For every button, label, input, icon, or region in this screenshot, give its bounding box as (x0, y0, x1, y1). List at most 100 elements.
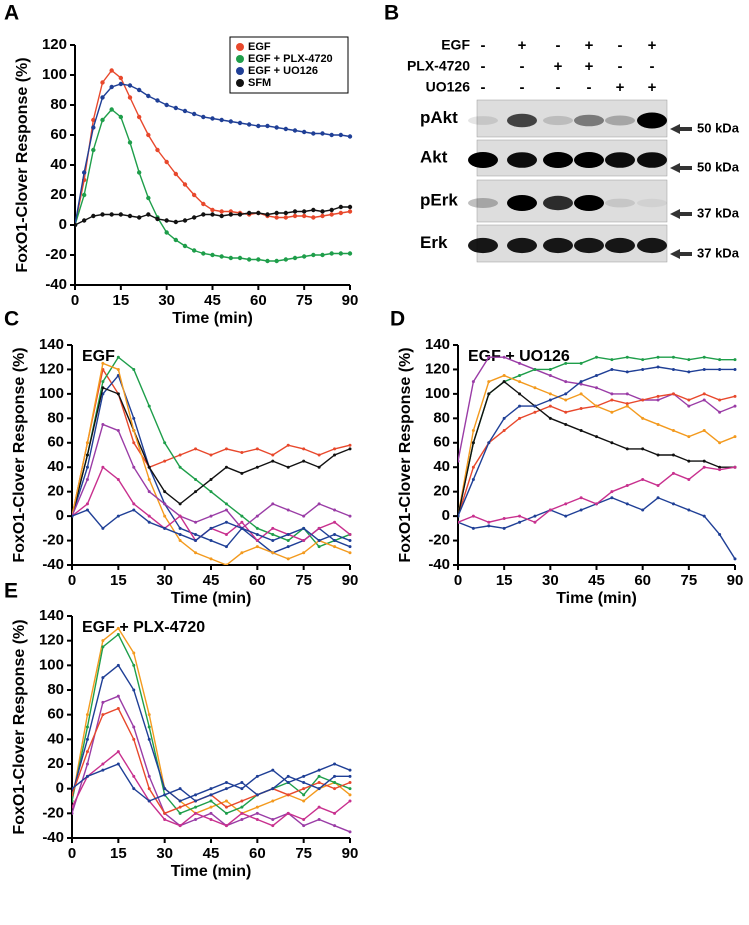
point (348, 532, 352, 536)
point (283, 210, 289, 216)
point (518, 404, 522, 408)
point (163, 526, 167, 530)
point (317, 805, 321, 809)
point (85, 508, 89, 512)
point (240, 451, 244, 455)
point (502, 429, 506, 433)
point (173, 105, 179, 111)
sign: - (556, 79, 561, 96)
point (518, 374, 522, 378)
point (338, 210, 344, 216)
point (311, 207, 316, 213)
point (85, 453, 89, 457)
legend-swatch (236, 55, 244, 63)
point (163, 787, 167, 791)
point (163, 514, 167, 518)
point (85, 465, 89, 469)
point (100, 212, 105, 217)
point (118, 75, 124, 81)
point (240, 471, 244, 475)
point (302, 526, 306, 530)
point (641, 508, 645, 512)
treatment-label: EGF (441, 37, 470, 53)
point (518, 361, 522, 365)
point (85, 762, 89, 766)
point (274, 210, 279, 216)
point (224, 520, 228, 524)
point (292, 213, 298, 219)
point (209, 787, 213, 791)
point (72, 811, 74, 815)
point (718, 468, 722, 472)
point (656, 422, 660, 426)
point (240, 520, 244, 524)
point (271, 526, 275, 530)
point (85, 725, 89, 729)
chart-title: EGF + PLX-4720 (82, 619, 205, 636)
point (164, 230, 169, 235)
point (147, 490, 151, 494)
point (132, 416, 136, 420)
marker-label: 50 kDa (697, 120, 740, 135)
y-tick-label: 0 (59, 216, 67, 233)
x-tick-label: 45 (588, 572, 605, 589)
y-tick-label: 20 (50, 186, 67, 203)
point (625, 502, 629, 506)
point (201, 114, 206, 120)
sign: - (481, 37, 486, 54)
sign: + (648, 79, 657, 96)
point (81, 170, 87, 175)
series-line (75, 69, 351, 226)
point (194, 818, 198, 821)
y-tick-label: 100 (42, 66, 67, 83)
point (163, 490, 167, 494)
point (671, 429, 675, 433)
band (468, 198, 498, 208)
point (518, 416, 522, 420)
y-tick-label: 120 (42, 36, 67, 53)
point (191, 111, 197, 117)
point (302, 447, 306, 451)
y-tick-label: 60 (47, 706, 64, 723)
point (265, 212, 270, 217)
point (209, 557, 213, 561)
point (487, 380, 491, 384)
point (240, 514, 244, 518)
point (132, 651, 136, 655)
point (579, 380, 583, 384)
point (210, 212, 215, 217)
y-axis-label: FoxO1-Clover Response (%) (397, 347, 414, 562)
point (564, 398, 568, 402)
point (733, 465, 737, 469)
sign: - (481, 58, 486, 75)
point (194, 811, 198, 815)
plot (72, 355, 352, 565)
point (333, 508, 337, 512)
point (132, 688, 136, 692)
sign: - (587, 79, 592, 96)
point (301, 129, 307, 135)
point (625, 392, 629, 396)
point (237, 255, 243, 261)
point (164, 102, 169, 108)
point (317, 465, 321, 469)
y-tick-label: 80 (47, 409, 64, 426)
point (132, 441, 136, 445)
point (255, 805, 259, 809)
point (347, 204, 353, 210)
point (625, 355, 629, 359)
point (101, 713, 105, 717)
point (240, 818, 244, 821)
point (255, 818, 259, 821)
point (518, 520, 522, 524)
point (136, 114, 142, 120)
point (228, 212, 234, 217)
point (271, 799, 275, 803)
point (210, 252, 215, 258)
point (579, 382, 583, 386)
point (687, 370, 691, 374)
point (333, 532, 337, 536)
point (292, 209, 298, 214)
point (656, 355, 660, 359)
band (468, 116, 498, 125)
